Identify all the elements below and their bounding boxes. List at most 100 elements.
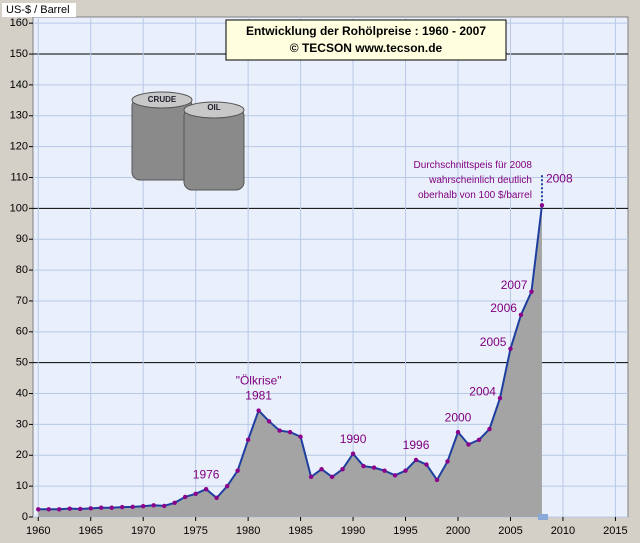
point (508, 346, 513, 351)
point (529, 289, 534, 294)
year-label: 2004 (469, 384, 496, 398)
note: wahrscheinlich deutlich (428, 175, 532, 186)
point (182, 494, 188, 500)
area (38, 205, 542, 517)
point (36, 507, 41, 512)
point (497, 395, 503, 401)
year-label: 2007 (501, 278, 528, 292)
y-tick-label: 20 (16, 449, 28, 461)
y-tick-label: 150 (10, 48, 28, 60)
point (455, 429, 461, 435)
point (109, 505, 114, 510)
point (413, 457, 419, 463)
y-tick-label: 80 (16, 264, 28, 276)
point (466, 442, 471, 447)
y-tick-label: 50 (16, 357, 28, 369)
point (57, 507, 62, 512)
scroll-marker (537, 514, 548, 520)
year-label: 2006 (490, 301, 517, 315)
point (518, 312, 524, 318)
y-axis-label: US-$ / Barrel (6, 4, 70, 16)
year-label: 1990 (340, 432, 367, 446)
x-tick-label: 1960 (26, 525, 50, 537)
year-label: 1981 (245, 389, 272, 403)
barrel (131, 97, 193, 181)
x-tick-label: 2015 (603, 525, 627, 537)
point (130, 504, 135, 510)
x-tick-label: 2010 (551, 525, 575, 537)
point (46, 507, 51, 512)
point (151, 503, 156, 508)
point (78, 506, 83, 512)
point (67, 506, 72, 511)
x-tick-label: 1995 (393, 525, 417, 537)
point (88, 506, 93, 511)
barrels: CRUDE OIL (131, 91, 245, 191)
title-box (225, 19, 507, 61)
chart-title: Entwicklung der Rohölpreise : 1960 - 200… (246, 24, 486, 38)
point (445, 459, 450, 464)
chart-subtitle: © TECSON www.tecson.de (290, 41, 443, 55)
barrel-top (131, 91, 193, 109)
year-label: 2008 (546, 171, 573, 185)
point (424, 462, 429, 467)
point (287, 429, 293, 435)
y-tick-label: 120 (10, 141, 28, 153)
point (319, 466, 324, 472)
point (203, 487, 209, 492)
y-tick-label: 30 (16, 418, 28, 430)
x-tick-label: 1975 (183, 525, 207, 537)
y-tick-label: 110 (10, 171, 28, 183)
year-label: 1996 (403, 438, 430, 452)
point (161, 503, 167, 509)
point (140, 503, 146, 509)
note: Durchschnittspeis für 2008 (414, 160, 533, 171)
barrel (183, 107, 245, 191)
y-tick-label: 90 (16, 233, 28, 245)
point (434, 477, 440, 483)
point (382, 468, 387, 473)
x-tick-label: 1980 (236, 525, 260, 537)
point (214, 495, 219, 501)
point (329, 474, 335, 480)
point (487, 426, 492, 432)
point (298, 434, 303, 439)
point (361, 463, 366, 469)
point (350, 451, 356, 456)
y-tick-label: 160 (10, 17, 28, 29)
y-tick-label: 130 (10, 110, 28, 122)
barrel-label: CRUDE (148, 95, 177, 104)
point (119, 504, 125, 510)
point (245, 437, 251, 443)
point (403, 468, 408, 473)
y-tick-label: 60 (16, 326, 28, 338)
year-label: 2005 (480, 335, 507, 349)
y-label-box (2, 3, 76, 17)
point (308, 474, 314, 480)
barrel-label: OIL (207, 103, 220, 112)
y-tick-label: 40 (16, 387, 28, 399)
point (277, 428, 282, 433)
x-tick-label: 1970 (131, 525, 155, 537)
y-tick-label: 140 (10, 79, 28, 91)
point (340, 466, 345, 472)
point (539, 203, 545, 208)
x-tick-label: 2005 (498, 525, 522, 537)
point (224, 483, 230, 489)
point (266, 419, 272, 424)
point (256, 408, 261, 413)
point (476, 437, 482, 443)
point (392, 473, 398, 478)
point (172, 500, 177, 506)
barrel-top (183, 101, 245, 119)
point (371, 465, 377, 470)
year-label: 2000 (445, 410, 472, 424)
x-tick-label: 1985 (288, 525, 312, 537)
point (235, 468, 240, 473)
point (99, 505, 104, 510)
point (193, 491, 198, 497)
y-tick-label: 100 (10, 202, 28, 214)
year-label: 1976 (193, 467, 220, 481)
note: oberhalb von 100 $/barrel (418, 190, 532, 201)
